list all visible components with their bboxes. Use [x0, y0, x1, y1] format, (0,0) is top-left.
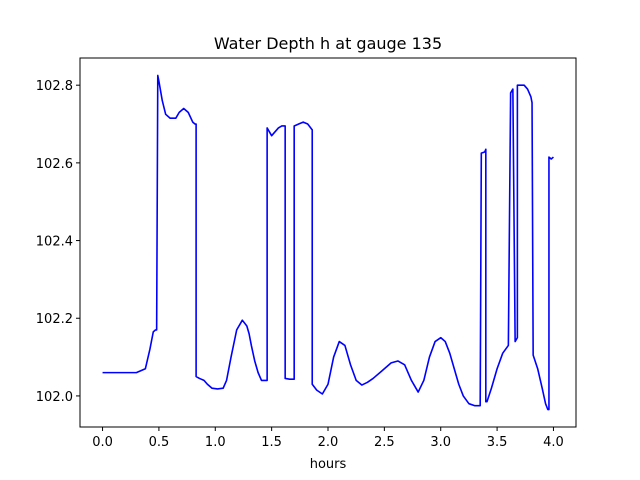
x-tick-label: 4.0	[543, 435, 564, 450]
y-tick-label: 102.8	[36, 79, 73, 94]
x-tick-label: 3.0	[430, 435, 451, 450]
x-tick-label: 0.5	[149, 435, 170, 450]
x-axis-label: hours	[310, 457, 347, 472]
x-axis-ticks: 0.0 0.5 1.0 1.5 2.0 2.5 3.0 3.5 4.0	[92, 427, 564, 450]
line-layer	[102, 74, 554, 411]
x-tick-label: 1.5	[261, 435, 282, 450]
x-tick-label: 0.0	[92, 435, 113, 450]
x-tick-label: 2.0	[318, 435, 339, 450]
plot-frame	[79, 57, 577, 428]
x-tick-label: 1.0	[205, 435, 226, 450]
y-tick-label: 102.0	[36, 390, 73, 405]
x-tick-label: 2.5	[374, 435, 395, 450]
y-axis-ticks: 102.0 102.2 102.4 102.6 102.8	[36, 79, 80, 405]
plot-area	[80, 58, 576, 427]
y-tick-label: 102.2	[36, 312, 73, 327]
y-tick-label: 102.4	[36, 235, 73, 250]
x-tick-label: 3.5	[487, 435, 508, 450]
y-tick-label: 102.6	[36, 157, 73, 172]
series-line-0	[102, 74, 554, 411]
chart-title: Water Depth h at gauge 135	[214, 34, 442, 53]
